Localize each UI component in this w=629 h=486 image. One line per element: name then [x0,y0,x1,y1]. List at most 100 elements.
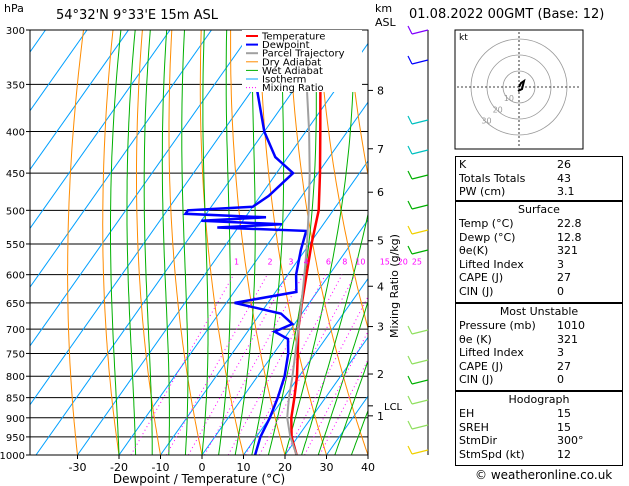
pressure-tick-label: 650 [6,299,25,310]
wet-adiabat-line [334,359,368,455]
wind-barb [411,399,429,405]
isotherm-line [30,30,254,347]
wind-barb [411,149,429,155]
wind-barb-flag [407,115,413,125]
dry-adiabat-line [168,30,203,455]
dry-adiabat-line [102,30,120,455]
isotherm-line [30,30,171,230]
pressure-tick-label: 800 [6,372,25,383]
wet-adiabat-line [161,30,170,455]
wind-barb [411,174,429,180]
wet-adiabat-line [126,30,137,455]
hodograph-ring-label: 30 [481,117,491,126]
mixing-ratio-line [319,358,368,455]
wind-barb [411,449,429,455]
wind-barb [411,424,429,430]
pressure-tick-label: 550 [6,240,25,251]
index-row-k: K 26 [459,158,571,171]
mixing-ratio-label: 15 [380,258,390,267]
legend-item: Mixing Ratio [262,83,324,94]
wet-adiabat-line [301,211,368,455]
mixing-ratio-line [304,330,368,455]
wind-barb [411,59,429,65]
parcel-trajectory-line [286,30,311,455]
mixing-ratio-label: 10 [355,258,365,267]
isotherm-line [30,30,129,171]
temperature-tick-label: 30 [320,461,334,474]
most-unstable-row: CAPE (J) 27 [459,359,571,373]
pressure-tick-label: 450 [6,169,25,180]
km-tick-label: 8 [377,84,384,97]
isotherm-line [30,30,295,406]
pressure-tick-label: 1000 [0,451,25,462]
km-tick-label: 6 [377,186,384,199]
mixing-ratio-axis-title: Mixing Ratio (g/kg) [388,234,401,338]
isotherm-line [30,30,212,288]
isotherm-line [201,218,368,455]
most-unstable-row: CIN (J) 0 [459,373,564,387]
temperature-tick-label: -30 [69,461,87,474]
dry-adiabat-line [136,30,161,455]
wet-adiabat-line [201,30,209,455]
wind-barb-flag [407,375,413,385]
temperature-tick-label: 10 [237,461,251,474]
mixing-ratio-line [285,295,368,455]
surface-row: θe(K) 321 [459,244,578,258]
km-tick-label: 1 [377,410,384,423]
dry-adiabat-line [259,30,327,455]
mixing-ratio-label: 1 [234,258,239,267]
plot-frame [29,29,369,456]
pressure-tick-label: 750 [6,349,25,360]
wind-barb-flag [407,420,413,430]
datetime-label: 01.08.2022 00GMT (Base: 12) [409,7,605,22]
surface-row: CAPE (J) 27 [459,271,571,285]
x-axis-title: Dewpoint / Temperature (°C) [113,472,285,486]
most-unstable-title: Most Unstable [499,305,579,318]
km-tick-label: 7 [377,143,384,156]
isotherm-line [160,160,368,455]
pressure-tick-label: 300 [6,26,25,37]
wind-barb-flag [407,325,413,335]
km-tick-label: 4 [377,280,384,293]
wind-barb [411,29,429,35]
dry-adiabat-line [199,30,244,455]
temperature-tick-label: 40 [361,461,375,474]
isotherm-line [284,336,368,455]
mixing-ratio-label: 8 [342,258,347,267]
pressure-tick-label: 400 [6,128,25,139]
wind-barb [411,329,429,335]
legend-item: Parcel Trajectory [262,49,345,60]
wind-barb-flag [407,25,413,35]
mixing-ratio-label: 25 [412,258,422,267]
hodograph-ring-label: 10 [504,94,514,103]
wind-barb [411,119,429,125]
legend-item: Dry Adiabat [262,57,321,68]
mixing-ratio-line [165,274,268,455]
wet-adiabat-line [218,30,231,455]
wind-barb [411,229,429,235]
wind-barb [411,249,429,255]
isotherm-line [243,277,368,455]
wind-barb-flag [407,445,413,455]
pressure-tick-label: 950 [6,433,25,444]
mixing-ratio-label: 2 [268,258,273,267]
legend-item: Isotherm [262,75,306,86]
wind-barb-flag [407,245,413,255]
dry-adiabat-line [347,30,368,178]
isotherm-line [35,30,337,455]
asl-label: ASL [375,16,396,29]
pressure-tick-label: 350 [6,80,25,91]
hodograph-trace [517,78,526,92]
surface-row: Lifted Index 3 [459,257,564,271]
lcl-label: LCL [384,402,403,413]
wind-barb-flag [407,170,413,180]
most-unstable-panel: Most Unstable Pressure (mb) 1010 θe (K) 32… [455,303,623,391]
surface-row: CIN (J) 0 [459,284,564,298]
mixing-ratio-label: 4 [304,258,309,267]
most-unstable-row: Lifted Index 3 [459,346,564,360]
wet-adiabat-line [110,30,122,455]
pressure-tick-label: 900 [6,414,25,425]
surface-row: Temp (°C) 22.8 [459,217,582,230]
surface-panel: Surface Temp (°C) 22.8 Dewp (°C) 12.8 θe(K… [455,201,623,303]
